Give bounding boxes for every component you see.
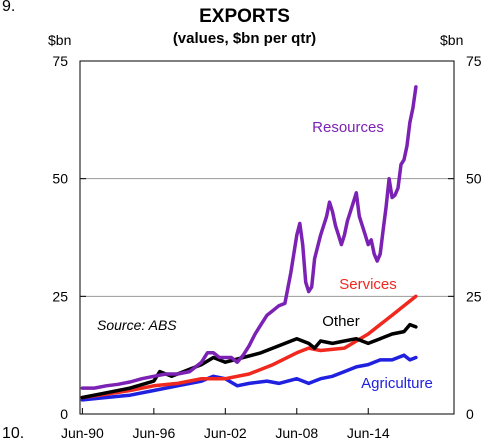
series-line-resources xyxy=(80,85,418,390)
x-tick-label: Jun-02 xyxy=(204,425,247,441)
series-label-resources: Resources xyxy=(312,119,384,136)
y-tick-label-right: 0 xyxy=(466,406,474,422)
x-tick-label: Jun-14 xyxy=(347,425,390,441)
series-line-services xyxy=(80,294,418,400)
y-tick-label-right: 75 xyxy=(466,53,482,69)
x-tick-label: Jun-08 xyxy=(275,425,318,441)
series-label-services: Services xyxy=(339,276,397,293)
chart-number-top: 9. xyxy=(2,0,16,15)
plot-area-frame xyxy=(79,60,455,415)
x-tick-label: Jun-96 xyxy=(132,425,175,441)
chart-subtitle: (values, $bn per qtr) xyxy=(172,30,317,47)
right-axis-unit: $bn xyxy=(440,32,464,48)
source-annotation: Source: ABS xyxy=(97,317,177,333)
x-tick-label: Jun-90 xyxy=(61,425,104,441)
y-tick-label-left: 75 xyxy=(52,53,68,69)
chart-number-bottom: 10. xyxy=(2,425,25,442)
y-tick-label-right: 25 xyxy=(466,288,482,304)
y-tick-label-right: 50 xyxy=(466,171,482,187)
series-line-other xyxy=(80,322,418,400)
left-axis-unit: $bn xyxy=(48,32,72,48)
y-tick-label-left: 0 xyxy=(60,406,68,422)
y-tick-label-left: 50 xyxy=(52,171,68,187)
y-tick-label-left: 25 xyxy=(52,288,68,304)
series-line-agriculture xyxy=(80,353,418,402)
chart-title: EXPORTS xyxy=(199,6,290,27)
series-label-other: Other xyxy=(322,313,360,330)
series-label-agriculture: Agriculture xyxy=(361,375,433,392)
